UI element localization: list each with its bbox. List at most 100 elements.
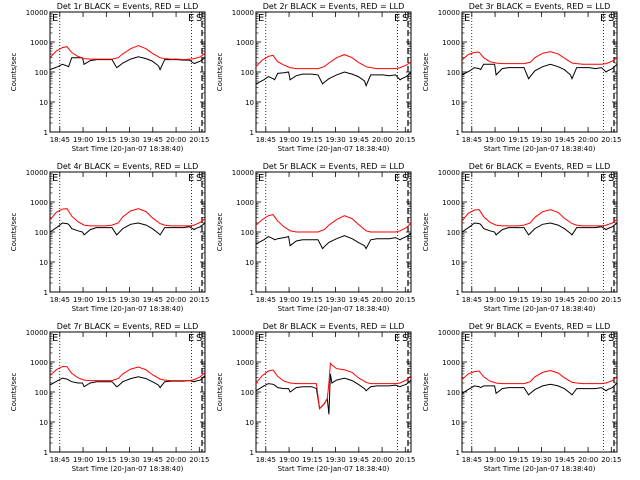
series-line-lld — [49, 208, 206, 227]
x-tick-label: 20:15 — [189, 456, 209, 464]
y-axis-label: Counts/sec — [422, 53, 430, 92]
detector-panel-6: Det 6r BLACK = Events, RED = LLD 1 10 100 10… — [422, 162, 621, 313]
y-tick-label: 100 — [241, 69, 254, 77]
marker-e-left: E — [258, 13, 264, 24]
marker-e-mid: E — [600, 13, 606, 24]
y-tick-label: 10000 — [232, 329, 254, 337]
x-tick-label: 20:00 — [166, 136, 186, 144]
y-tick-label: 10 — [39, 419, 48, 427]
marker-s-right: S — [402, 13, 408, 24]
series-line-events — [255, 232, 412, 250]
y-tick-label: 1 — [44, 289, 48, 297]
panel-title: Det 2r BLACK = Events, RED = LLD — [263, 2, 405, 11]
y-tick-label: 100 — [447, 229, 460, 237]
marker-e-left: E — [52, 13, 58, 24]
y-tick-label: 1 — [250, 289, 254, 297]
y-tick-label: 10000 — [26, 9, 48, 17]
x-axis-label: Start Time (20-Jan-07 18:38:40) — [484, 145, 596, 153]
x-axis-label: Start Time (20-Jan-07 18:38:40) — [278, 145, 390, 153]
y-tick-label: 1000 — [236, 39, 254, 47]
x-tick-label: 19:45 — [349, 136, 369, 144]
x-tick-label: 18:45 — [256, 296, 276, 304]
y-tick-label: 1000 — [442, 199, 460, 207]
y-tick-label: 10000 — [232, 9, 254, 17]
series-line-events — [49, 222, 206, 236]
x-tick-label: 19:30 — [531, 296, 551, 304]
x-tick-label: 19:30 — [531, 136, 551, 144]
x-tick-label: 20:15 — [189, 296, 209, 304]
x-tick-label: 18:45 — [256, 136, 276, 144]
detector-panel-3: Det 3r BLACK = Events, RED = LLD 1 10 100 10… — [422, 2, 621, 153]
series-line-lld — [255, 214, 412, 233]
x-tick-label: 18:45 — [50, 456, 70, 464]
x-tick-label: 19:15 — [508, 296, 528, 304]
x-tick-label: 19:00 — [279, 456, 299, 464]
marker-s-right: S — [402, 173, 408, 184]
y-tick-label: 100 — [35, 69, 48, 77]
y-tick-label: 10000 — [26, 169, 48, 177]
y-axis-label: Counts/sec — [10, 373, 18, 412]
series-line-lld — [461, 51, 618, 65]
series-line-events — [49, 56, 206, 71]
y-tick-label: 1000 — [30, 359, 48, 367]
y-axis-label: Counts/sec — [216, 213, 224, 252]
x-tick-label: 19:00 — [279, 296, 299, 304]
detector-panel-8: Det 8r BLACK = Events, RED = LLD 1 10 100 10… — [216, 322, 415, 473]
marker-e-left: E — [52, 333, 58, 344]
y-axis-label: Counts/sec — [216, 373, 224, 412]
marker-e-left: E — [464, 13, 470, 24]
x-tick-label: 20:15 — [601, 296, 621, 304]
x-tick-label: 19:45 — [555, 136, 575, 144]
y-tick-label: 10 — [451, 259, 460, 267]
x-tick-label: 18:45 — [50, 136, 70, 144]
detector-panel-1: Det 1r BLACK = Events, RED = LLD 1 10 100 10… — [10, 2, 209, 153]
y-tick-label: 1 — [250, 129, 254, 137]
marker-e-mid: E — [600, 333, 606, 344]
y-tick-label: 100 — [35, 229, 48, 237]
panel-title: Det 4r BLACK = Events, RED = LLD — [57, 162, 199, 171]
series-line-lld — [255, 362, 412, 410]
y-tick-label: 1000 — [30, 39, 48, 47]
plot-frame — [49, 171, 206, 293]
x-axis-label: Start Time (20-Jan-07 18:38:40) — [72, 145, 184, 153]
plot-frame — [461, 331, 618, 453]
x-tick-label: 19:00 — [485, 456, 505, 464]
x-tick-label: 19:30 — [325, 456, 345, 464]
y-tick-label: 100 — [447, 389, 460, 397]
y-tick-label: 10000 — [26, 329, 48, 337]
panel-title: Det 6r BLACK = Events, RED = LLD — [469, 162, 611, 171]
marker-e-mid: E — [600, 173, 606, 184]
y-axis-label: Counts/sec — [422, 373, 430, 412]
y-tick-label: 10000 — [232, 169, 254, 177]
x-tick-label: 19:15 — [302, 136, 322, 144]
x-tick-label: 20:00 — [372, 296, 392, 304]
x-tick-label: 19:15 — [96, 456, 116, 464]
marker-s-right: S — [608, 13, 614, 24]
x-tick-label: 20:00 — [166, 296, 186, 304]
x-tick-label: 18:45 — [462, 456, 482, 464]
x-tick-label: 19:45 — [143, 296, 163, 304]
x-axis-label: Start Time (20-Jan-07 18:38:40) — [72, 465, 184, 473]
series-line-events — [461, 222, 618, 236]
panel-title: Det 7r BLACK = Events, RED = LLD — [57, 322, 199, 331]
y-tick-label: 1 — [44, 449, 48, 457]
y-tick-label: 100 — [447, 69, 460, 77]
marker-e-left: E — [464, 333, 470, 344]
y-tick-label: 10000 — [438, 169, 460, 177]
x-tick-label: 20:00 — [372, 136, 392, 144]
x-tick-label: 20:15 — [601, 136, 621, 144]
x-axis-label: Start Time (20-Jan-07 18:38:40) — [278, 305, 390, 313]
y-tick-label: 10 — [39, 99, 48, 107]
marker-e-mid: E — [394, 333, 400, 344]
marker-e-mid: E — [188, 13, 194, 24]
y-axis-label: Counts/sec — [216, 53, 224, 92]
marker-s-right: S — [196, 173, 202, 184]
x-tick-label: 19:45 — [349, 456, 369, 464]
x-tick-label: 19:45 — [349, 296, 369, 304]
plot-frame — [461, 171, 618, 293]
y-tick-label: 10 — [245, 419, 254, 427]
x-tick-label: 19:15 — [508, 136, 528, 144]
x-tick-label: 19:15 — [302, 296, 322, 304]
panel-title: Det 5r BLACK = Events, RED = LLD — [263, 162, 405, 171]
x-axis-label: Start Time (20-Jan-07 18:38:40) — [484, 305, 596, 313]
